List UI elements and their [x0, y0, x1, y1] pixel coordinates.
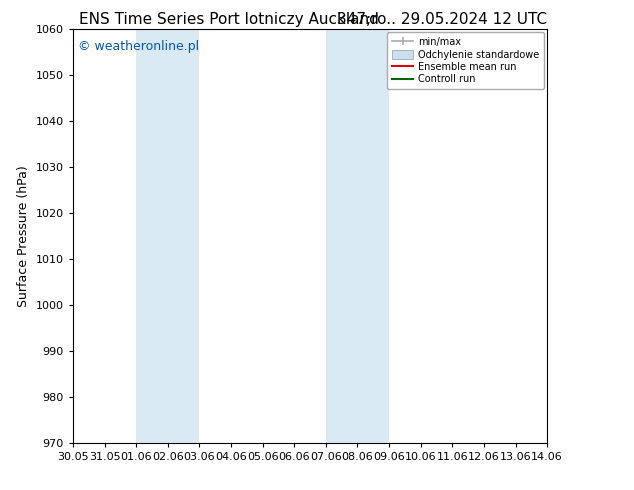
Bar: [136, 29, 199, 443]
Bar: [326, 29, 389, 443]
Text: © weatheronline.pl: © weatheronline.pl: [77, 40, 199, 53]
Legend: min/max, Odchylenie standardowe, Ensemble mean run, Controll run: min/max, Odchylenie standardowe, Ensembl…: [387, 32, 544, 89]
Text: ENS Time Series Port lotniczy Auckland: ENS Time Series Port lotniczy Auckland: [79, 12, 379, 27]
Text: 347;ro.. 29.05.2024 12 UTC: 347;ro.. 29.05.2024 12 UTC: [337, 12, 547, 27]
Y-axis label: Surface Pressure (hPa): Surface Pressure (hPa): [17, 166, 30, 307]
